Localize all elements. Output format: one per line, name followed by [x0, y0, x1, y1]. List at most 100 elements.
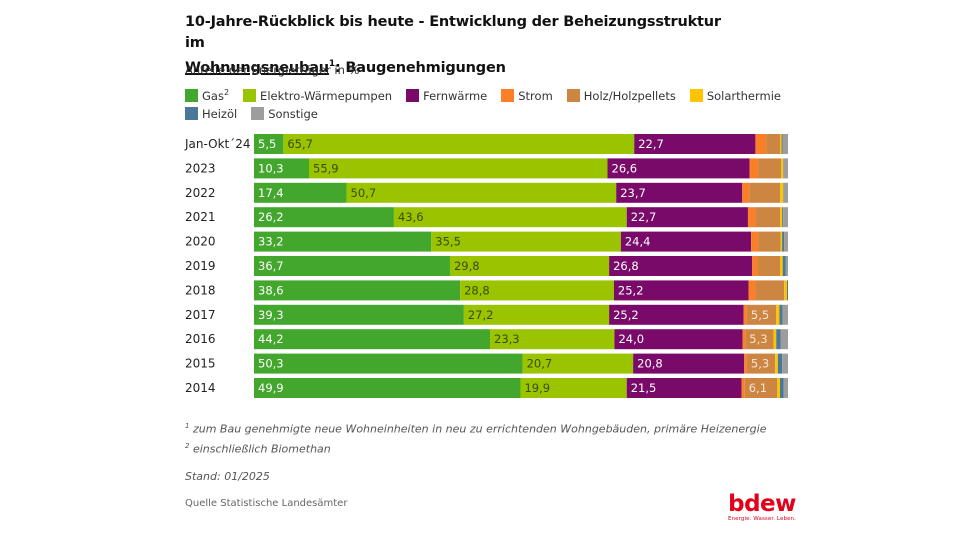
data-label: 27,2: [468, 308, 494, 322]
bar-segment: [283, 134, 635, 154]
bar-segment: [757, 256, 780, 276]
bar-segment: [254, 134, 284, 154]
bar-segment: [626, 378, 742, 398]
legend-label: Heizöl: [202, 106, 238, 121]
category-label: Jan-Okt´24: [184, 137, 251, 151]
bar-segment: [746, 304, 777, 325]
bar-segment: [742, 329, 746, 350]
data-label: 25,2: [613, 308, 639, 322]
bar-segment: [783, 378, 788, 398]
bar-row: 2021 26,2 43,6 22,7: [185, 207, 788, 228]
bar-segment: [743, 304, 747, 325]
bar-segment: [783, 158, 788, 179]
footnote-1: 1 zum Bau genehmigte neue Wohneinheiten …: [185, 422, 767, 436]
bar-segment: [522, 353, 634, 374]
bar-segment: [431, 231, 621, 252]
data-label: 28,8: [464, 283, 490, 297]
bar-segment: [786, 280, 788, 301]
legend-label: Holz/Holzpellets: [583, 88, 676, 103]
legend-swatch: [566, 89, 580, 102]
bar-segment: [776, 304, 780, 325]
legend-item: Fernwärme: [406, 88, 487, 103]
bar-segment: [783, 207, 788, 228]
legend-label: Strom: [518, 88, 553, 103]
data-label: 25,2: [618, 283, 644, 297]
bar-segment: [780, 329, 788, 350]
legend-swatch: [185, 89, 198, 102]
data-label: 39,3: [258, 308, 284, 322]
bar-segment: [781, 134, 783, 154]
bar-segment: [254, 280, 461, 301]
bar-segment: [309, 158, 608, 179]
bar-segment: [633, 353, 745, 374]
data-label: 55,9: [313, 161, 339, 175]
category-label: 2014: [185, 381, 216, 395]
bar-row: 2018 38,6 28,8 25,2: [185, 280, 788, 301]
category-label: 2019: [185, 259, 216, 273]
data-label: 49,9: [258, 381, 284, 395]
bar-row: 2015 50,3 20,7 20,8 5,3: [185, 353, 788, 374]
bar-segment: [607, 158, 750, 179]
bar-segment: [463, 304, 610, 325]
bar-segment: [745, 329, 774, 350]
bar-segment: [758, 231, 781, 252]
bar-segment: [254, 378, 521, 398]
legend-swatch: [406, 89, 420, 102]
legend-item: Gas2: [185, 88, 229, 103]
bar-segment: [620, 231, 752, 252]
source-note: Quelle Statistische Landesämter: [185, 498, 348, 509]
bar-segment: [634, 134, 756, 154]
bar-segment: [782, 207, 784, 228]
logo-wordmark: bdew: [728, 491, 796, 517]
bar-segment: [780, 182, 784, 203]
logo-claim: Energie. Wasser. Leben.: [728, 516, 796, 522]
data-label: 5,3: [749, 332, 767, 346]
legend-label: Gas2: [202, 88, 230, 103]
category-label: 2022: [185, 186, 216, 200]
legend-label: Fernwärme: [423, 88, 488, 103]
data-label: 20,7: [527, 357, 553, 371]
bar-segment: [742, 182, 750, 203]
bar-segment: [755, 280, 785, 301]
data-label: 5,3: [751, 357, 769, 371]
legend-item: Holz/Holzpellets: [566, 88, 676, 103]
bar-segment: [747, 207, 756, 228]
bar-segment: [254, 353, 523, 374]
bar-segment: [520, 378, 627, 398]
bdew-logo: bdew Energie. Wasser. Leben.: [728, 492, 796, 522]
bar-segment: [781, 158, 784, 179]
bar-segment: [748, 280, 756, 301]
bar-segment: [254, 158, 310, 179]
legend-item: Strom: [501, 88, 553, 103]
bar-segment: [773, 329, 777, 350]
stand-date: Stand: 01/2025: [185, 470, 270, 483]
bar-segment: [460, 280, 614, 301]
data-label: 6,1: [749, 381, 767, 395]
data-label: 26,6: [612, 161, 638, 175]
data-label: 33,2: [258, 235, 284, 249]
data-label: 21,5: [631, 381, 657, 395]
bar-segment: [609, 256, 753, 276]
title-sup: 1: [328, 59, 335, 69]
bar-segment: [346, 182, 617, 203]
bar-row: 2017 39,3 27,2 25,2 5,5: [185, 304, 788, 325]
bar-segment: [746, 353, 776, 374]
bar-segment: [779, 378, 784, 398]
bar-segment: [749, 182, 781, 203]
data-label: 26,2: [258, 210, 284, 224]
bar-segment: [782, 353, 788, 374]
legend-swatch: [243, 89, 257, 102]
footnote-2: 2 einschließlich Biomethan: [185, 441, 331, 456]
data-label: 36,7: [258, 259, 284, 273]
data-label: 22,7: [631, 210, 657, 224]
bar-segment: [777, 353, 783, 374]
bar-segment: [780, 231, 783, 252]
data-label: 20,8: [637, 357, 663, 371]
data-label: 5,5: [751, 308, 769, 322]
data-label: 23,7: [620, 186, 646, 200]
legend-item: Sonstige: [251, 106, 318, 121]
bar-segment: [783, 182, 784, 203]
bar-row: 2019 36,7 29,8 26,8: [185, 256, 788, 276]
bar-segment: [775, 353, 778, 374]
